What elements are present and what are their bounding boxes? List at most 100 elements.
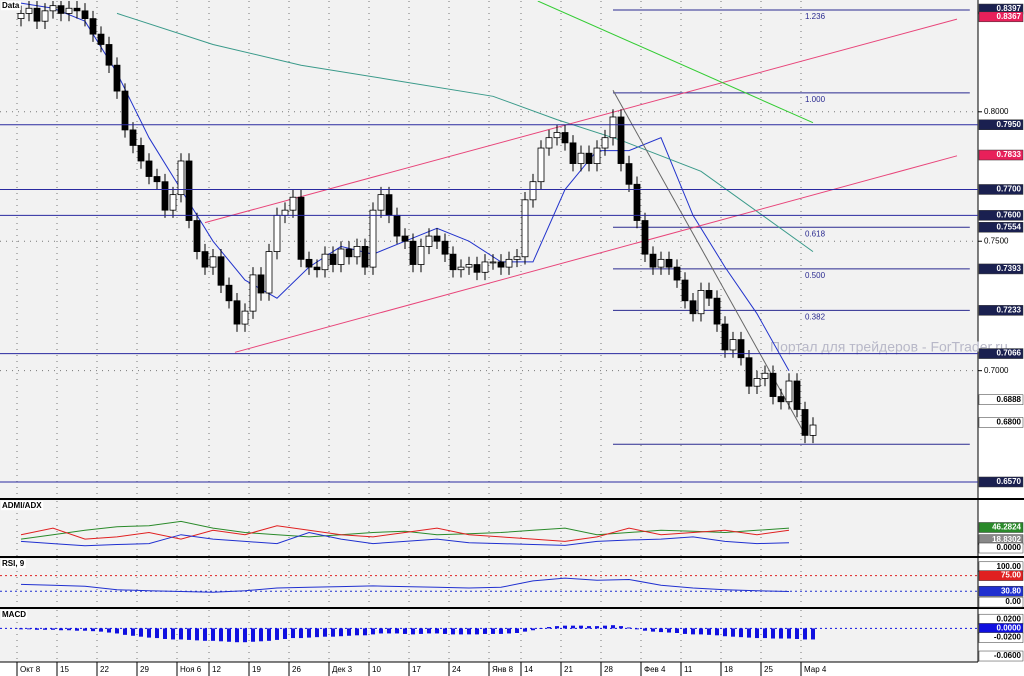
histogram-bar — [83, 628, 87, 631]
panel-title-bg — [1, 610, 28, 620]
histogram-bar — [195, 628, 199, 641]
candle-body — [745, 357, 753, 387]
candle-body — [497, 261, 505, 268]
candle-body — [649, 253, 657, 268]
candle-body — [145, 160, 153, 177]
candle-body — [697, 290, 705, 315]
candle-body — [705, 290, 713, 299]
histogram-bar — [651, 628, 655, 632]
candle-body — [369, 209, 377, 268]
candle-body — [545, 137, 553, 149]
histogram-bar — [739, 628, 743, 638]
histogram-bar — [795, 628, 799, 639]
candle-body — [25, 7, 33, 14]
histogram-bar — [323, 628, 327, 637]
candle-body — [577, 152, 585, 164]
x-tick-label: Окт 8 — [20, 665, 41, 674]
panel-title: RSI, 9 — [2, 559, 25, 568]
histogram-bar — [307, 628, 311, 638]
x-tick-label: 12 — [212, 665, 221, 674]
candle-body — [425, 235, 433, 247]
candle-body — [673, 266, 681, 281]
price-marker-label: 0.7233 — [997, 305, 1022, 314]
candle-body — [361, 246, 369, 268]
candle-body — [257, 274, 265, 294]
candle-body — [353, 246, 361, 258]
histogram-bar — [427, 628, 431, 634]
price-marker-label: 0.7554 — [997, 222, 1022, 231]
histogram-bar — [67, 628, 71, 631]
candle-body — [153, 176, 161, 183]
candle-body — [505, 258, 513, 268]
histogram-bar — [259, 628, 263, 642]
histogram-bar — [755, 628, 759, 639]
price-marker-label: 0.0000 — [997, 543, 1022, 552]
trendline — [234, 155, 958, 353]
price-marker — [978, 184, 1024, 195]
histogram-bar — [219, 628, 223, 642]
histogram-bar — [811, 628, 815, 640]
candle-body — [41, 10, 49, 22]
price-marker — [978, 570, 1024, 581]
candle-body — [193, 220, 201, 252]
histogram-bar — [107, 628, 111, 633]
histogram-bar — [467, 628, 471, 635]
panel-title-bg — [1, 1, 21, 11]
candle-body — [185, 160, 193, 221]
candle-body — [409, 240, 417, 265]
histogram-bar — [371, 628, 375, 635]
x-tick-label: Фев 4 — [644, 665, 666, 674]
price-marker — [978, 222, 1024, 233]
histogram-bar — [267, 628, 271, 641]
histogram-bar — [619, 626, 623, 629]
histogram-bar — [291, 628, 295, 639]
candle-body — [329, 253, 337, 265]
price-marker — [978, 585, 1024, 597]
histogram-bar — [35, 628, 39, 630]
trendline — [537, 1, 814, 124]
price-marker — [978, 476, 1024, 488]
candle-body — [793, 380, 801, 410]
histogram-bar — [299, 628, 303, 639]
histogram-bar — [51, 628, 55, 630]
candle-body — [201, 251, 209, 268]
candle-body — [337, 248, 345, 265]
histogram-bar — [275, 628, 279, 640]
histogram-bar — [699, 628, 703, 635]
histogram-bar — [403, 628, 407, 634]
price-marker-label: 100.00 — [997, 562, 1022, 571]
histogram-bar — [667, 628, 671, 633]
candle-body — [433, 235, 441, 242]
x-tick-label: 14 — [524, 665, 533, 674]
indicator-line — [20, 525, 790, 542]
histogram-bar — [99, 628, 103, 632]
candle-body — [441, 240, 449, 255]
histogram-bar — [555, 626, 559, 629]
candle-body — [417, 246, 425, 265]
histogram-bar — [747, 628, 751, 638]
candle-body — [57, 5, 65, 14]
candle-body — [241, 310, 249, 325]
candle-body — [281, 209, 289, 216]
price-marker — [978, 11, 1024, 23]
panel-title-bg — [1, 501, 44, 511]
price-marker-label: 0.7950 — [997, 120, 1022, 129]
histogram-bar — [187, 628, 191, 640]
histogram-bar — [139, 628, 143, 637]
histogram-bar — [179, 628, 183, 640]
price-marker-label: 0.6888 — [997, 395, 1022, 404]
candle-body — [17, 13, 25, 20]
price-marker — [978, 417, 1024, 428]
price-marker-label: 0.7393 — [997, 264, 1022, 273]
candle-body — [625, 163, 633, 185]
candle-body — [49, 5, 57, 12]
price-marker-label: 0.00 — [1005, 597, 1021, 606]
candle-body — [489, 261, 497, 264]
candle-body — [65, 7, 73, 14]
price-marker-label: 0.6570 — [997, 477, 1022, 486]
candle-body — [481, 261, 489, 273]
x-tick-label: Янв 8 — [492, 665, 514, 674]
